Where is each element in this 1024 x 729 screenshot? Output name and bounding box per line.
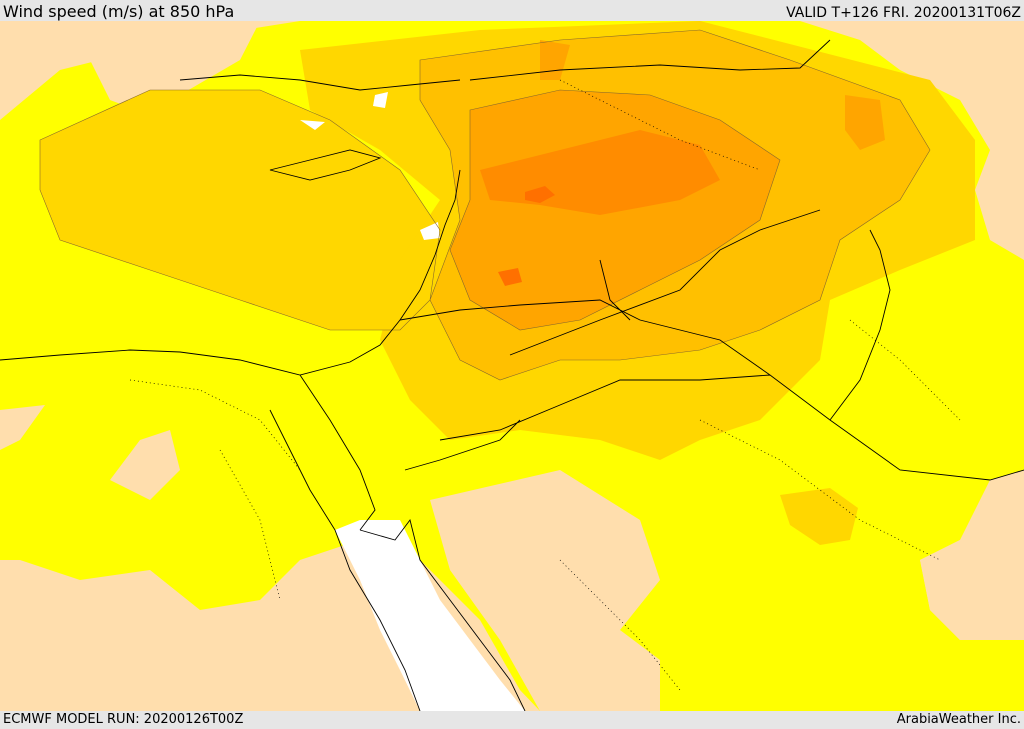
wind-core-2	[498, 268, 522, 286]
credit: ArabiaWeather Inc.	[896, 712, 1021, 727]
mediterranean-patch-2	[300, 120, 325, 130]
internal-boundaries	[129, 79, 961, 691]
calm-patch-northeast	[800, 21, 1024, 260]
lake-patch	[373, 92, 388, 108]
calm-patch-arabia	[430, 470, 660, 711]
wind-core-1	[525, 186, 555, 203]
coastlines	[0, 74, 526, 711]
footer-bar: ECMWF MODEL RUN: 20200126T00Z ArabiaWeat…	[0, 711, 1024, 729]
wind-band-level-2	[40, 90, 440, 330]
header-bar: Wind speed (m/s) at 850 hPa VALID T+126 …	[0, 0, 1024, 21]
calm-patch-egypt	[110, 430, 180, 500]
contour-lines	[39, 29, 931, 381]
calm-patch-southeast	[920, 530, 1024, 640]
valid-time: VALID T+126 FRI. 20200131T06Z	[786, 5, 1021, 21]
calm-patch-west	[0, 405, 45, 450]
wind-patch-level-4-ne	[845, 95, 885, 150]
mediterranean-patch	[420, 222, 440, 240]
red-sea	[335, 520, 525, 711]
wind-patch-level-2-south	[780, 488, 858, 545]
map-title: Wind speed (m/s) at 850 hPa	[3, 2, 235, 21]
political-borders	[399, 39, 1024, 481]
wind-speed-map	[0, 21, 1024, 711]
calm-patch-north	[90, 21, 260, 115]
model-run: ECMWF MODEL RUN: 20200126T00Z	[3, 712, 244, 727]
